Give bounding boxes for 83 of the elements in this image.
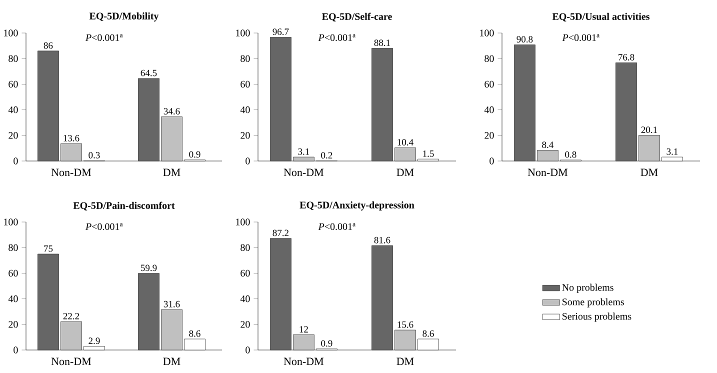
y-tick-label: 20 bbox=[8, 132, 18, 139]
y-tick-label: 100 bbox=[4, 218, 18, 226]
data-label: 90.8 bbox=[516, 36, 533, 43]
y-tick-label: 80 bbox=[8, 55, 18, 62]
y-tick-label: 60 bbox=[8, 270, 18, 277]
data-label: 20.1 bbox=[641, 126, 657, 134]
data-label: 88.1 bbox=[374, 40, 390, 46]
y-tick-label: 0 bbox=[246, 346, 250, 354]
data-label: 76.8 bbox=[618, 54, 634, 61]
legend-label: Some problems bbox=[562, 298, 624, 308]
x-tick-label: DM bbox=[640, 168, 658, 176]
chart-title: EQ-5D/Anxiety-depression bbox=[300, 201, 414, 210]
data-label: 3.1 bbox=[298, 148, 310, 155]
y-tick-label: 100 bbox=[480, 30, 494, 36]
annotation: P<0.001$^{a}$ bbox=[85, 34, 123, 42]
annotation: P<0.001$^{a}$ bbox=[318, 34, 356, 42]
y-tick-label: 80 bbox=[484, 55, 494, 62]
data-label: 13.6 bbox=[64, 134, 80, 142]
x-tick-label: DM bbox=[163, 358, 180, 366]
y-tick-label: 80 bbox=[240, 244, 250, 251]
data-label: 59.9 bbox=[140, 264, 157, 272]
data-label: 22.2 bbox=[63, 312, 80, 320]
chart-title: EQ-5D/Mobility bbox=[89, 12, 159, 22]
data-label: 0.9 bbox=[321, 340, 332, 347]
data-label: 8.4 bbox=[542, 142, 554, 148]
annotation: P<0.001$^{a}$ bbox=[562, 34, 600, 42]
y-tick-label: 60 bbox=[240, 270, 250, 277]
x-tick-label: Non-DM bbox=[51, 358, 92, 366]
data-label: 1.5 bbox=[423, 150, 434, 157]
y-tick-label: 80 bbox=[8, 244, 18, 251]
data-label: 2.9 bbox=[88, 338, 100, 344]
data-label: 12 bbox=[300, 326, 308, 332]
y-tick-label: 60 bbox=[8, 80, 18, 88]
data-label: 8.6 bbox=[189, 330, 200, 337]
x-tick-label: Non-DM bbox=[51, 168, 92, 176]
data-label: 86 bbox=[44, 42, 53, 49]
y-tick-label: 0 bbox=[14, 346, 18, 354]
y-tick-label: 60 bbox=[240, 80, 250, 88]
y-tick-label: 20 bbox=[240, 321, 250, 328]
y-tick-label: 40 bbox=[240, 106, 250, 114]
data-label: 15.6 bbox=[398, 321, 414, 328]
data-label: 34.6 bbox=[164, 108, 180, 115]
x-tick-label: Non-DM bbox=[528, 168, 568, 176]
data-label: 81.6 bbox=[374, 236, 390, 244]
chart-title: EQ-5D/Self-care bbox=[322, 12, 392, 22]
y-tick-label: 20 bbox=[484, 132, 494, 139]
y-tick-label: 100 bbox=[236, 30, 250, 36]
y-tick-label: 20 bbox=[8, 321, 18, 328]
data-label: 64.5 bbox=[140, 70, 157, 76]
data-label: 0.2 bbox=[321, 152, 332, 159]
y-tick-label: 100 bbox=[236, 218, 250, 226]
y-tick-label: 80 bbox=[240, 55, 250, 62]
x-tick-label: DM bbox=[396, 168, 414, 176]
y-tick-label: 100 bbox=[4, 30, 18, 36]
data-label: 75 bbox=[44, 245, 53, 252]
chart-title: EQ-5D/Usual activities bbox=[552, 12, 650, 22]
data-label: 0.9 bbox=[189, 151, 200, 158]
data-label: 87.2 bbox=[272, 230, 288, 236]
data-label: 8.6 bbox=[422, 330, 434, 337]
y-tick-label: 40 bbox=[8, 106, 18, 114]
data-label: 0.3 bbox=[88, 152, 100, 158]
y-tick-label: 0 bbox=[246, 158, 250, 164]
legend-label: Serious problems bbox=[562, 312, 632, 322]
y-tick-label: 40 bbox=[484, 106, 494, 114]
data-label: 31.6 bbox=[164, 300, 180, 308]
x-tick-label: DM bbox=[163, 168, 180, 176]
y-tick-label: 0 bbox=[14, 158, 18, 164]
y-tick-label: 60 bbox=[484, 80, 494, 88]
y-tick-label: 0 bbox=[490, 158, 494, 164]
data-label: 3.1 bbox=[666, 148, 678, 155]
annotation: P<0.001$^{a}$ bbox=[85, 222, 123, 230]
data-label: 96.7 bbox=[272, 28, 289, 36]
x-tick-label: Non-DM bbox=[284, 168, 324, 176]
y-tick-label: 20 bbox=[240, 132, 250, 139]
data-label: 10.4 bbox=[398, 139, 414, 146]
y-tick-label: 40 bbox=[240, 295, 250, 302]
x-tick-label: Non-DM bbox=[284, 358, 324, 366]
legend-label: No problems bbox=[562, 284, 614, 293]
x-tick-label: DM bbox=[396, 358, 414, 366]
y-tick-label: 40 bbox=[8, 295, 18, 302]
annotation: P<0.001$^{a}$ bbox=[318, 222, 356, 230]
chart-title: EQ-5D/Pain-discomfort bbox=[73, 202, 175, 210]
data-label: 0.8 bbox=[565, 151, 576, 158]
